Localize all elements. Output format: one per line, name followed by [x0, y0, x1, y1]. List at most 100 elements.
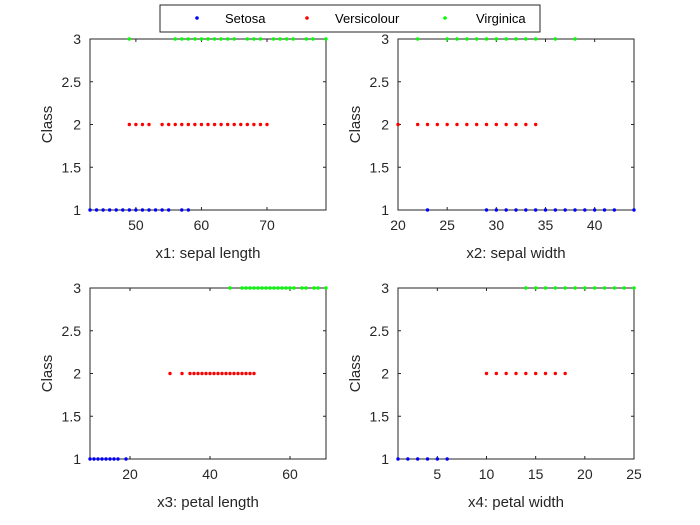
data-point [245, 122, 250, 127]
data-point [632, 286, 636, 290]
y-axis-label: Class [39, 355, 56, 393]
data-point [484, 122, 489, 127]
x-tick-label: 10 [479, 466, 495, 482]
data-point [140, 208, 145, 212]
data-point [268, 286, 272, 290]
data-point [632, 208, 636, 212]
data-point [228, 371, 232, 376]
x-tick-label: 50 [128, 217, 144, 233]
data-point [435, 457, 440, 461]
data-point [324, 286, 328, 290]
data-point [272, 286, 276, 290]
data-point [455, 122, 459, 127]
data-point [101, 208, 105, 212]
data-point [445, 457, 449, 461]
data-point [563, 371, 567, 376]
x-tick-label: 15 [528, 466, 544, 482]
y-tick-label: 1 [73, 202, 81, 218]
series-virginica [415, 37, 577, 41]
data-point [514, 371, 518, 376]
y-tick-label: 3 [73, 31, 81, 47]
data-point [166, 208, 171, 212]
data-point [474, 37, 479, 41]
data-point [224, 371, 228, 376]
data-point [573, 208, 577, 212]
data-point [284, 286, 288, 290]
y-tick-label: 2 [381, 366, 389, 382]
data-point [543, 371, 548, 376]
data-point [248, 286, 252, 290]
data-point [192, 371, 196, 376]
y-tick-label: 2.5 [62, 74, 82, 90]
y-tick-label: 1 [381, 451, 389, 467]
y-tick-label: 1.5 [62, 408, 82, 424]
data-point [622, 286, 626, 290]
data-point [212, 122, 217, 127]
y-tick-label: 2.5 [370, 74, 390, 90]
data-point [583, 286, 587, 290]
data-point [553, 208, 558, 212]
data-point [127, 37, 132, 41]
x-tick-label: 20 [577, 466, 593, 482]
data-point [271, 37, 276, 41]
series-virginica [127, 37, 328, 41]
data-point [107, 208, 112, 212]
legend-marker-virginica [443, 16, 447, 20]
data-point [88, 208, 92, 212]
data-point [292, 286, 296, 290]
data-point [232, 371, 236, 376]
subplot-2: 20 25 30 35 40 1 1.5 2 2.5 3 x2: sepal width Class [347, 31, 636, 262]
data-point [252, 37, 256, 41]
data-point [134, 208, 138, 212]
data-point [240, 286, 244, 290]
data-point [592, 286, 597, 290]
data-point [112, 457, 116, 461]
series-versicolour [127, 122, 269, 127]
data-point [484, 371, 489, 376]
data-point [204, 371, 208, 376]
data-point [199, 122, 204, 127]
y-tick-label: 3 [381, 31, 389, 47]
data-point [602, 286, 607, 290]
data-point [602, 208, 607, 212]
y-tick-label: 1.5 [62, 159, 82, 175]
data-point [116, 457, 120, 461]
data-point [264, 286, 268, 290]
legend-box [159, 4, 541, 33]
data-point [200, 371, 204, 376]
data-point [193, 37, 197, 41]
y-tick-label: 3 [73, 280, 81, 296]
data-point [206, 122, 210, 127]
x-axis-label: x3: petal length [157, 494, 259, 511]
data-point [219, 122, 223, 127]
data-point [134, 122, 138, 127]
y-tick-label: 2.5 [62, 323, 82, 339]
data-point [533, 286, 538, 290]
data-point [258, 122, 263, 127]
data-point [484, 208, 489, 212]
data-point [300, 286, 304, 290]
data-point [258, 37, 263, 41]
x-axis-label: x4: petal width [468, 494, 564, 511]
data-point [543, 208, 548, 212]
data-point [312, 286, 316, 290]
series-setosa [396, 457, 449, 461]
data-point [425, 457, 430, 461]
data-point [219, 37, 223, 41]
data-point [232, 122, 236, 127]
data-point [193, 122, 197, 127]
data-point [524, 208, 528, 212]
y-tick-label: 1 [381, 202, 389, 218]
data-point [304, 286, 308, 290]
data-point [160, 208, 164, 212]
series-versicolour [168, 371, 256, 376]
legend-marker-setosa [195, 16, 199, 20]
data-point [248, 371, 252, 376]
data-point [524, 371, 528, 376]
data-point [92, 457, 96, 461]
data-point [244, 371, 248, 376]
x-tick-label: 20 [122, 466, 138, 482]
data-point [455, 37, 459, 41]
data-point [186, 208, 191, 212]
